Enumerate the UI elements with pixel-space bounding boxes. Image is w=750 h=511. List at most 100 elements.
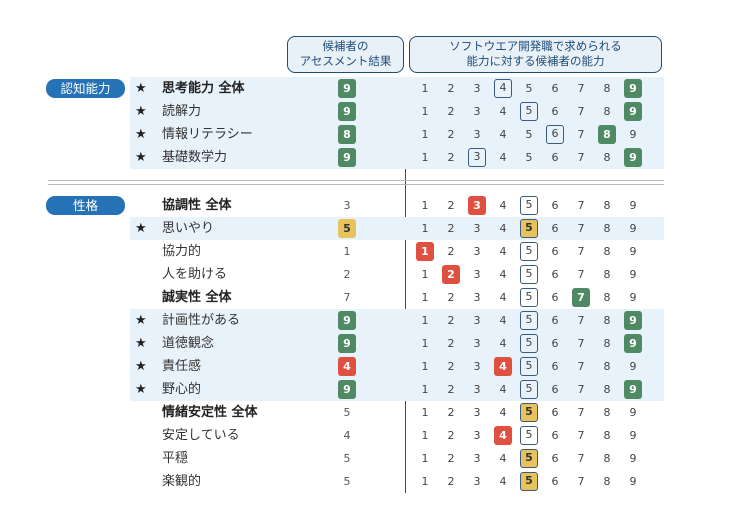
assessment-score: 5 [343,475,351,488]
scale-number: 4 [499,151,507,164]
scale-number: 7 [577,268,585,281]
scale-number: 6 [551,360,559,373]
scale-number: 1 [421,383,429,396]
scale-number: 7 [577,82,585,95]
scale-number: 1 [421,151,429,164]
scale-number: 3 [468,196,486,215]
assessment-score: 5 [338,219,356,238]
requirement-header-line2: 能力に対する候補者の能力 [466,54,605,68]
scale-number: 3 [473,105,481,118]
scale-number: 7 [577,475,585,488]
assessment-score: 4 [338,357,356,376]
scale-number: 3 [473,291,481,304]
row-label: 責任感 [162,359,202,374]
scale-number: 4 [499,383,507,396]
scale-number: 4 [499,268,507,281]
scale-number: 8 [603,222,611,235]
row-label: 計画性がある [162,313,241,328]
scale-number: 3 [473,268,481,281]
scale-number: 4 [499,452,507,465]
scale-number: 1 [421,475,429,488]
scale-number: 9 [624,79,642,98]
scale-number: 7 [577,429,585,442]
assessment-score: 4 [343,429,351,442]
scale-number: 1 [421,128,429,141]
row-label: 楽観的 [162,474,202,489]
requirement-header-line1: ソフトウエア開発職で求められる [449,39,622,53]
assessment-score: 9 [338,311,356,330]
scale-number: 5 [520,334,538,353]
scale-number: 6 [551,337,559,350]
scale-number: 6 [546,125,564,144]
scale-number: 6 [551,222,559,235]
scale-number: 9 [629,429,637,442]
scale-number: 4 [499,245,507,258]
scale-number: 8 [603,105,611,118]
scale-number: 7 [577,199,585,212]
row-label: 誠実性 全体 [162,290,232,305]
scale-number: 2 [447,291,455,304]
scale-number: 7 [577,452,585,465]
table-row: ★ 計画性がある 9 1 2 3 4 5 6 7 8 9 [130,309,664,332]
scale-number: 7 [577,151,585,164]
scale-number: 3 [473,452,481,465]
star-icon: ★ [135,221,147,236]
assessment-score: 9 [338,102,356,121]
scale-number: 1 [421,406,429,419]
scale-number: 2 [447,406,455,419]
scale-number: 6 [551,268,559,281]
scale-number: 9 [624,148,642,167]
assessment-score: 3 [343,199,351,212]
scale-number: 9 [629,406,637,419]
scale-number: 9 [629,360,637,373]
scale-number: 8 [603,452,611,465]
scale-number: 4 [494,426,512,445]
scale-number: 8 [603,406,611,419]
star-icon: ★ [135,104,147,119]
table-row: 協調性 全体 3 1 2 3 4 5 6 7 8 9 [130,194,664,217]
scale-number: 8 [603,82,611,95]
scale-number: 1 [421,82,429,95]
scale-number: 4 [499,475,507,488]
row-label: 野心的 [162,382,202,397]
scale-number: 7 [577,360,585,373]
scale-number: 2 [442,265,460,284]
scale-number: 9 [629,222,637,235]
star-icon: ★ [135,127,147,142]
assessment-score: 1 [343,245,351,258]
scale-number: 2 [447,128,455,141]
scale-number: 2 [447,151,455,164]
scale-number: 2 [447,105,455,118]
scale-number: 6 [551,429,559,442]
scale-number: 4 [499,406,507,419]
star-icon: ★ [135,313,147,328]
scale-number: 5 [520,102,538,121]
scale-number: 7 [577,222,585,235]
table-row: ★ 情報リテラシー 8 1 2 3 4 5 6 7 8 9 [130,123,664,146]
scale-number: 8 [603,291,611,304]
scale-number: 6 [551,291,559,304]
table-row: 楽観的 5 1 2 3 4 5 6 7 8 9 [130,470,664,493]
scale-number: 6 [551,475,559,488]
assessment-result-header: 候補者の アセスメント結果 [287,36,404,73]
scale-number: 7 [577,314,585,327]
scale-number: 3 [473,337,481,350]
scale-number: 1 [421,199,429,212]
section-label-cognitive: 認知能力 [46,79,125,98]
scale-number: 8 [603,314,611,327]
scale-number: 5 [525,128,533,141]
scale-number: 5 [520,426,538,445]
star-icon: ★ [135,382,147,397]
scale-number: 7 [577,406,585,419]
star-icon: ★ [135,359,147,374]
